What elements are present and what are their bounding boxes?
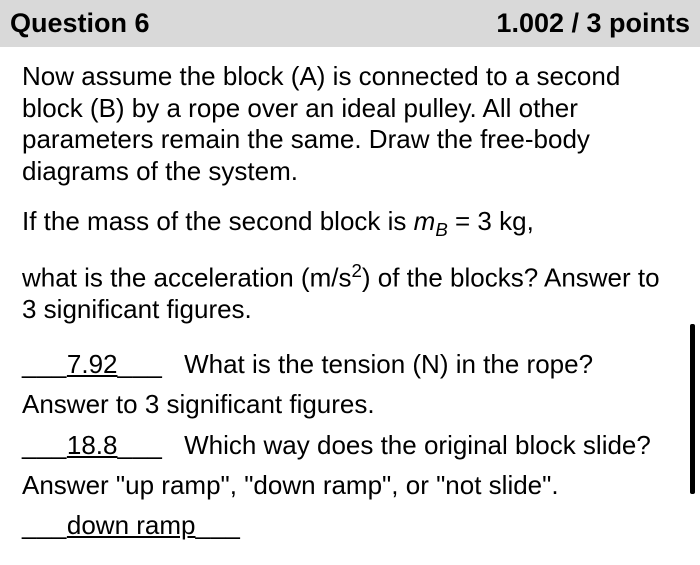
paragraph-2: If the mass of the second block is mB = … [22,206,678,242]
answer-2-value: 18.8 [67,430,118,460]
question-body: Now assume the block (A) is connected to… [0,47,700,326]
followup-2: Which way does the original block slide? [184,430,651,460]
blank-post-2: ___ [118,430,163,460]
answer-line-2: ___18.8___ Which way does the original b… [22,425,678,465]
blank-post-1: ___ [118,349,163,379]
question-points: 1.002 / 3 points [496,8,690,39]
paragraph-3: what is the acceleration (m/s2) of the b… [22,260,678,326]
answers-block: ___7.92___ What is the tension (N) in th… [0,344,700,545]
answer-3-value: down ramp [67,510,196,540]
question-number: Question 6 [10,8,150,39]
p3-pre: what is the acceleration (m/s [22,263,351,293]
answer-line-3: ___down ramp___ [22,505,678,545]
answer-line-1: ___7.92___ What is the tension (N) in th… [22,344,678,425]
p2-pre: If the mass of the second block is [22,206,414,236]
answer-line-2b: Answer "up ramp", "down ramp", or "not s… [22,465,678,505]
answer-1-value: 7.92 [67,349,118,379]
p2-post: = 3 kg, [448,206,534,236]
scrollbar-thumb[interactable] [690,324,695,494]
question-header: Question 6 1.002 / 3 points [0,0,700,47]
paragraph-1: Now assume the block (A) is connected to… [22,61,678,188]
blank-pre-2: ___ [22,430,67,460]
p2-sub: B [435,219,447,240]
blank-pre-1: ___ [22,349,67,379]
p2-var: m [414,206,436,236]
blank-pre-3: ___ [22,510,67,540]
p3-sup: 2 [351,260,361,281]
blank-post-3: ___ [196,510,241,540]
